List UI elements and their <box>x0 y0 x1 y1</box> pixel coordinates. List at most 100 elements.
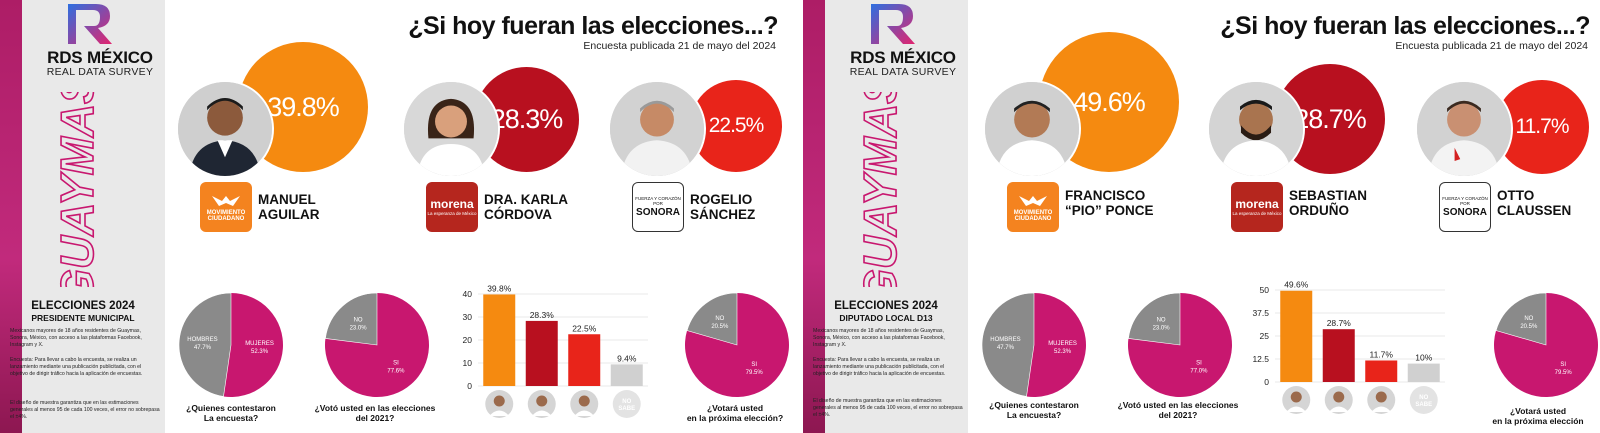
pie-slice-b <box>1495 292 1547 346</box>
candidate-last-name: SÁNCHEZ <box>690 207 756 222</box>
pie-will-caption: ¿Votará usted en la próxima elección? <box>660 403 800 423</box>
party-coalition: FUERZA Y CORAZÓN POR <box>1442 195 1488 206</box>
methodology-note-3: El diseño de muestra garantiza que en la… <box>813 398 963 418</box>
candidate-first-name: SEBASTIAN <box>1289 188 1368 203</box>
no-sabe-label: NO <box>622 399 631 405</box>
caption-line-2: en la próxima elección <box>1492 416 1584 426</box>
candidate-photo <box>1207 80 1305 178</box>
candidate-card: 28.3% morena La esperanza de México DRA.… <box>402 32 632 272</box>
party-logo-mc: MOVIMIENTO CIUDADANO <box>1007 182 1059 232</box>
pie-slice-b <box>686 292 738 346</box>
party-name: morena <box>1235 197 1279 211</box>
person-silhouette-icon <box>1290 391 1302 403</box>
vote-percent: 28.7% <box>1294 103 1367 134</box>
pie-slice-a-label: SI <box>1196 360 1202 366</box>
pie-slice-a-value: 79.5% <box>746 370 764 376</box>
pie-slice-b <box>981 292 1035 397</box>
bar-value-label: 9.4% <box>617 353 637 363</box>
pie-slice-a-value: 52.3% <box>251 349 269 355</box>
candidate-card: 28.7% morena La esperanza de México SEBA… <box>1207 32 1437 272</box>
candidate-photo <box>402 80 500 178</box>
candidate-name: MANUEL AGUILAR <box>258 192 320 222</box>
pie-slice-a-value: 77.6% <box>387 368 405 374</box>
thumbnail-shoulders <box>1371 406 1392 412</box>
thumbnail-shoulders <box>531 410 552 416</box>
city-name: GUAYMAS <box>853 92 907 287</box>
pie-voted: SI 77.0% NO 23.0% <box>1125 290 1235 400</box>
no-sabe-badge <box>1409 386 1438 414</box>
caption-line-1: ¿Votará usted <box>706 403 764 413</box>
pie-slice-b-label: HOMBRES <box>187 337 217 343</box>
pie-chart-voted-2021: SI 77.6% NO 23.0% <box>325 292 429 397</box>
y-tick-label: 40 <box>463 289 473 299</box>
y-tick-label: 0 <box>467 381 472 391</box>
candidate-first-name: DRA. KARLA <box>484 192 568 207</box>
y-tick-label: 12.5 <box>1252 354 1269 364</box>
bar-value-label: 39.8% <box>487 283 512 293</box>
pie-voted-caption: ¿Votó usted en las elecciones del 2021? <box>1103 400 1253 420</box>
bar <box>1407 363 1440 382</box>
y-tick-label: 20 <box>463 335 473 345</box>
candidate-first-name: MANUEL <box>258 192 316 207</box>
candidate-last-name: ORDUÑO <box>1289 203 1349 218</box>
pie-chart-voted-2021: SI 77.0% NO 23.0% <box>1128 292 1232 397</box>
party-name: SONORA <box>1443 206 1487 218</box>
pie-gender: MUJERES 52.3% HOMBRES 47.7% <box>176 290 286 400</box>
methodology-note-1: Mexicanos mayores de 18 años residentes … <box>10 328 142 348</box>
pie-gender-caption: ¿Quienes contestaron La encuesta? <box>156 403 306 423</box>
side-band <box>0 0 165 433</box>
brand-subtitle: REAL DATA SURVEY <box>849 66 957 78</box>
bar-chart-area: 40 30 20 10 0 39.8% 28.3% 22.5% 9.4% NO SABE <box>452 282 652 422</box>
candidate-card: 22.5% FUERZA Y CORAZÓN POR SONORA ROGELI… <box>608 32 800 272</box>
candidate-first-name: FRANCISCO <box>1065 188 1146 203</box>
pie-slice-a-label: SI <box>751 362 757 368</box>
party-coalition: FUERZA Y CORAZÓN POR <box>635 195 681 206</box>
candidate-name: SEBASTIAN ORDUÑO <box>1289 188 1367 218</box>
caption-line-1: ¿Quienes contestaron <box>186 403 276 413</box>
bar-value-label: 10% <box>1415 353 1432 363</box>
pie-slice-b-value: 23.0% <box>350 326 368 332</box>
caption-line-1: ¿Votará usted <box>1509 406 1567 416</box>
bar-value-label: 49.6% <box>1284 280 1309 290</box>
person-silhouette-icon <box>536 395 548 407</box>
caption-line-2: del 2021? <box>355 413 395 423</box>
candidate-last-name: AGUILAR <box>258 207 320 222</box>
election-office: PRESIDENTE MUNICIPAL <box>31 313 135 323</box>
vote-percent: 49.6% <box>1073 86 1146 117</box>
panel-diputado-local: RDS MÉXICO REAL DATA SURVEY GUAYMAS ELEC… <box>800 0 1600 433</box>
methodology-note-3: El diseño de muestra garantiza que en la… <box>10 400 160 420</box>
pie-slice-b <box>1128 292 1181 346</box>
methodology-note-2: Encuesta: Para llevar a cabo la encuesta… <box>813 357 946 377</box>
pie-chart-gender: MUJERES 52.3% HOMBRES 47.7% <box>178 292 283 397</box>
caption-line-1: ¿Votó usted en las elecciones <box>314 403 436 413</box>
rds-logo-icon <box>68 4 112 44</box>
pie-slice-b <box>178 292 232 397</box>
candidate-last-name: “PIO” PONCE <box>1065 203 1154 218</box>
party-logo-morena: morena La esperanza de México <box>426 182 478 232</box>
pie-slice-a-label: SI <box>393 360 399 366</box>
candidate-name: DRA. KARLA CÓRDOVA <box>484 192 568 222</box>
page-subtitle: Encuesta publicada 21 de mayo del 2024 <box>583 40 776 52</box>
party-slogan: La esperanza de México <box>427 211 477 216</box>
candidate-card: 39.8% MOVIMIENTO CIUDADANO MANUEL AGUILA… <box>176 32 406 272</box>
mc-eagle-icon <box>212 196 240 206</box>
pie-gender-caption: ¿Quienes contestaron La encuesta? <box>959 400 1109 420</box>
pie-slice-b-label: NO <box>715 316 724 322</box>
candidate-name: OTTO CLAUSSEN <box>1497 188 1571 218</box>
bar-value-label: 11.7% <box>1370 349 1394 359</box>
pie-slice-b-label: NO <box>1157 318 1166 324</box>
caption-line-2: La encuesta? <box>1006 410 1062 420</box>
person-silhouette-icon <box>610 82 704 176</box>
person-silhouette-icon <box>493 395 505 407</box>
caption-line-2: La encuesta? <box>203 413 259 423</box>
pie-slice-a-label: MUJERES <box>245 341 274 347</box>
no-sabe-badge <box>612 390 641 418</box>
bar <box>1280 290 1313 382</box>
election-title: ELECCIONES 2024 <box>31 300 135 312</box>
bar <box>1322 329 1355 382</box>
party-slogan: La esperanza de México <box>1232 211 1282 216</box>
pie-slice-a-label: MUJERES <box>1048 341 1077 347</box>
caption-line-2: en la próxima elección? <box>686 413 784 423</box>
brand-name: RDS MÉXICO <box>850 48 956 67</box>
